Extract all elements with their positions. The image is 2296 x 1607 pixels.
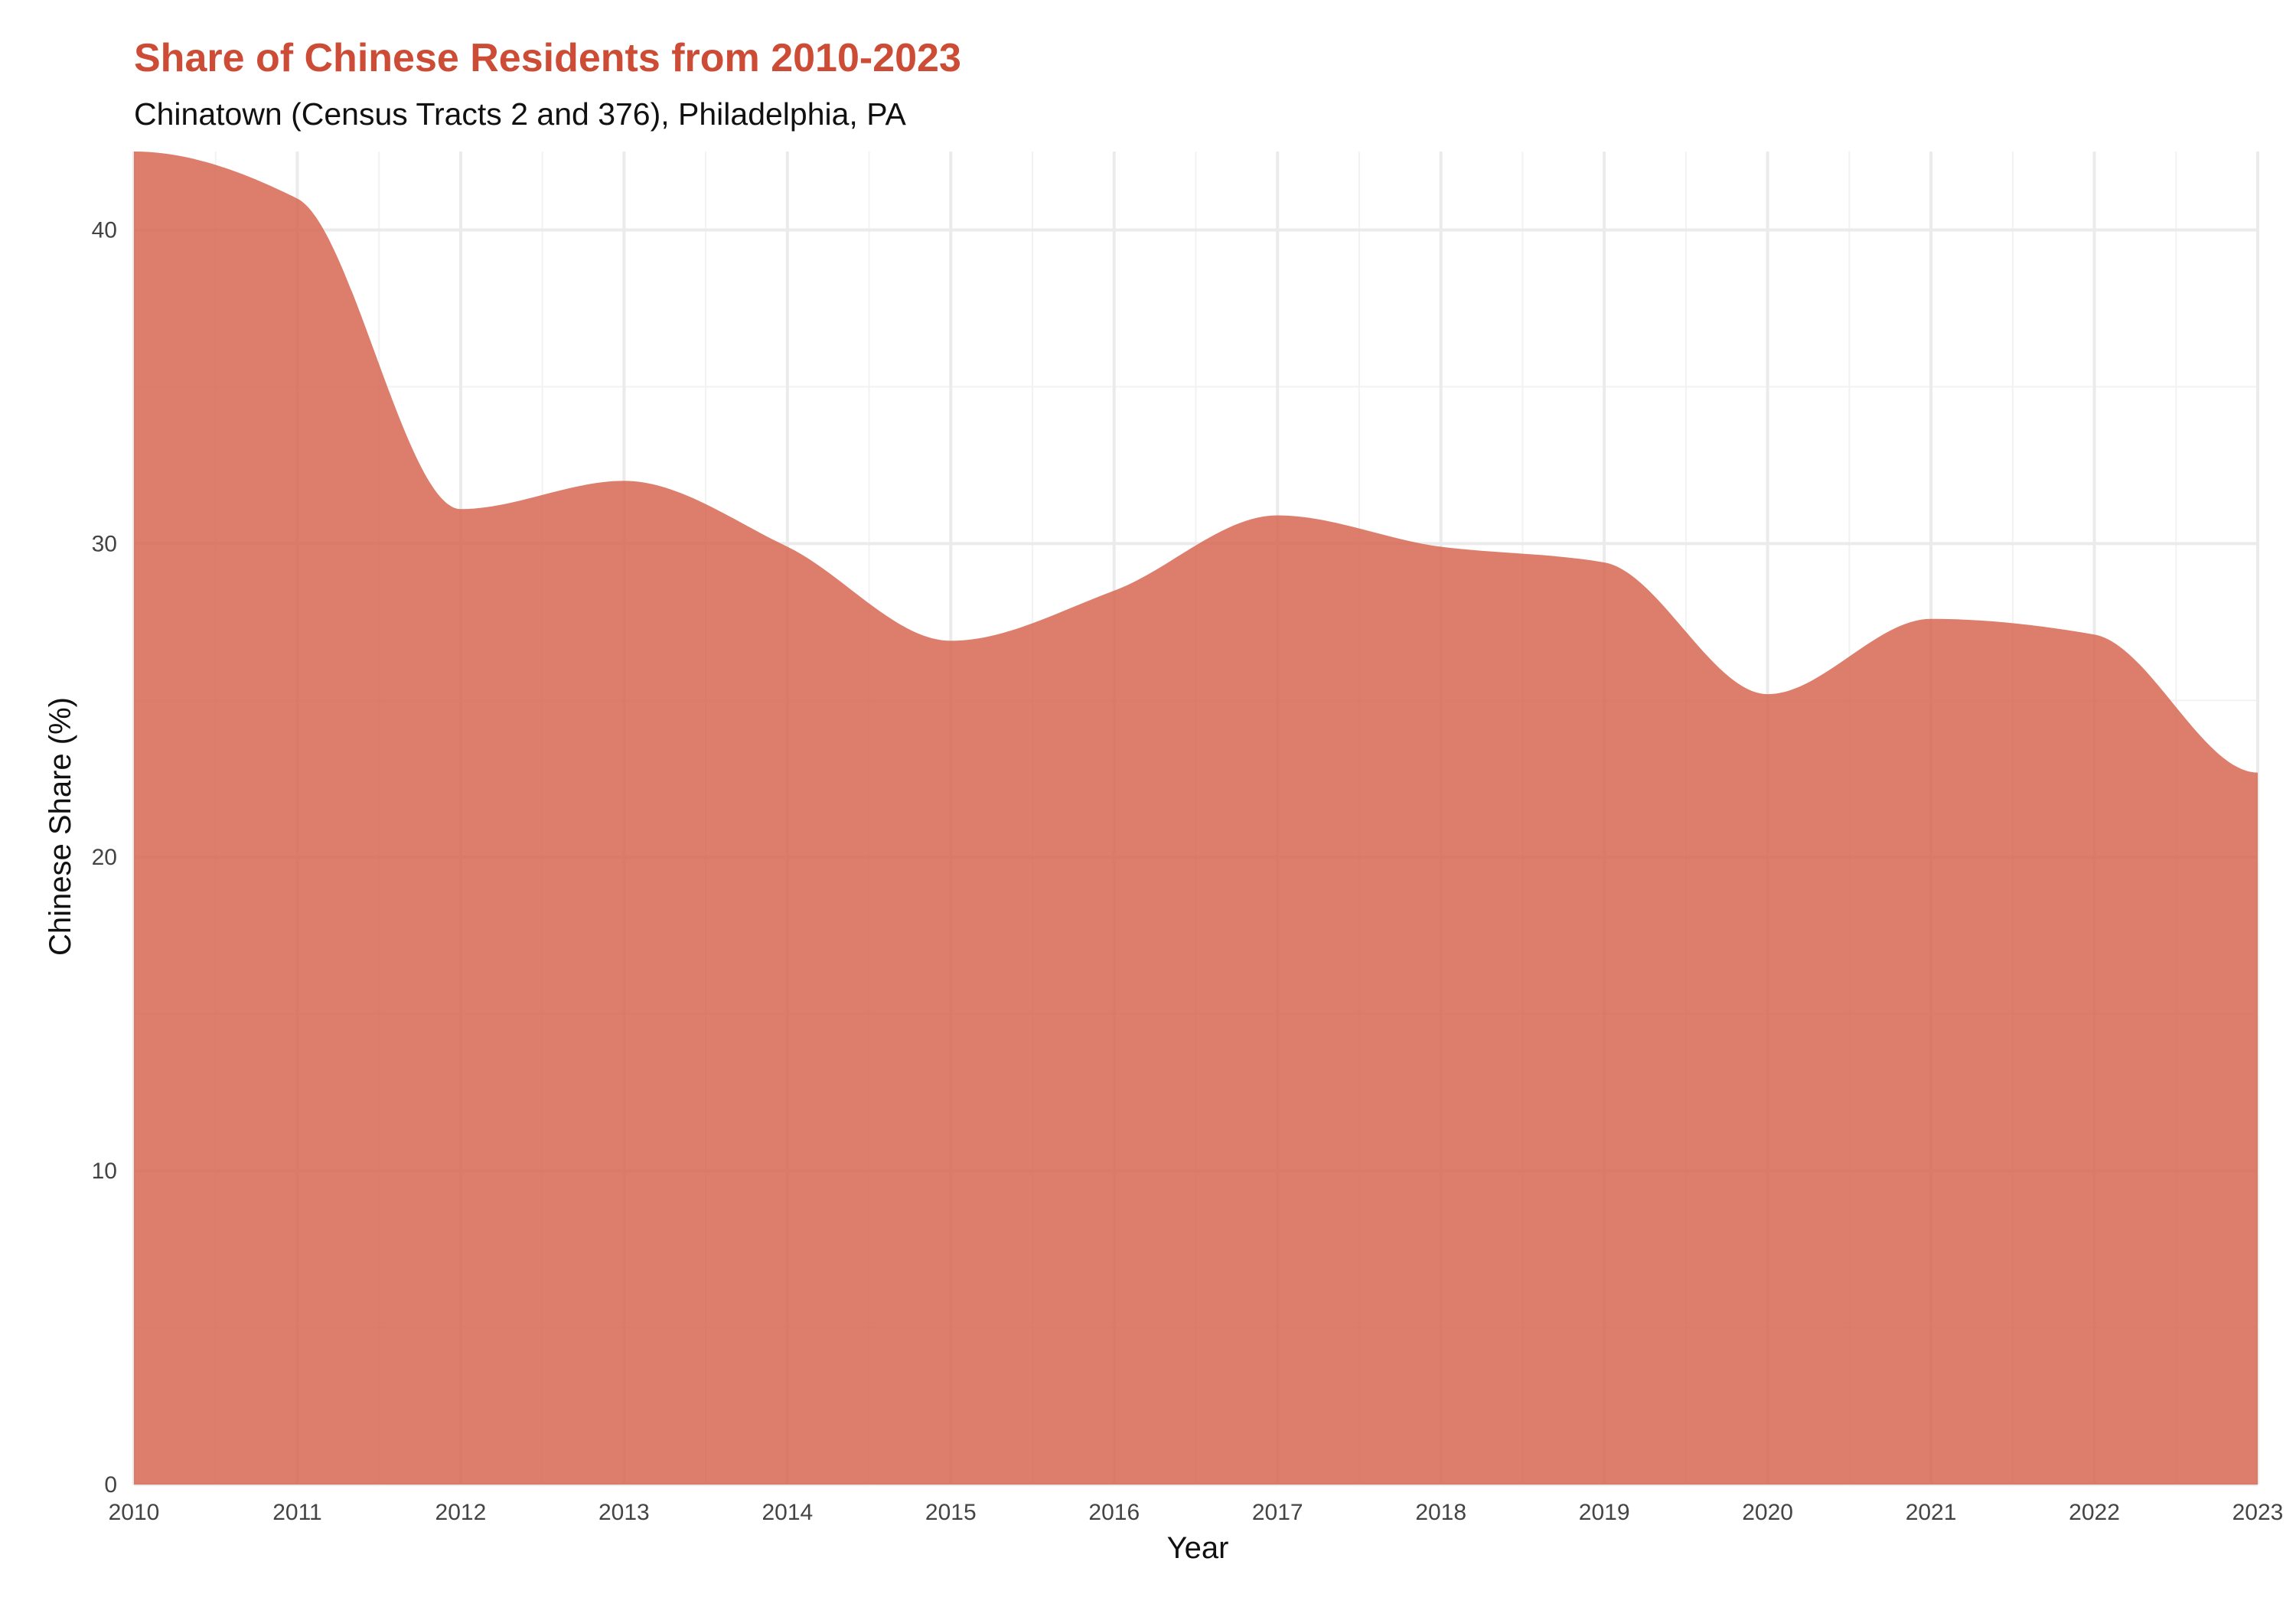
- y-tick-label: 20: [92, 845, 117, 870]
- x-tick-label: 2019: [1579, 1500, 1630, 1525]
- x-tick-label: 2015: [925, 1500, 977, 1525]
- x-tick-label: 2018: [1415, 1500, 1466, 1525]
- x-tick-label: 2023: [2232, 1500, 2284, 1525]
- y-axis-ticks: 0 10 20 30 40: [92, 217, 117, 1498]
- x-tick-label: 2012: [435, 1500, 487, 1525]
- y-tick-label: 30: [92, 531, 117, 556]
- x-tick-label: 2014: [762, 1500, 813, 1525]
- y-tick-label: 10: [92, 1159, 117, 1184]
- x-tick-label: 2022: [2069, 1500, 2120, 1525]
- x-tick-label: 2021: [1906, 1500, 1957, 1525]
- chinese-share-area: [134, 152, 2258, 1485]
- y-tick-label: 40: [92, 217, 117, 243]
- x-tick-label: 2016: [1088, 1500, 1140, 1525]
- x-axis-title: Year: [1167, 1531, 1229, 1565]
- y-axis-title: Chinese Share (%): [44, 697, 77, 956]
- x-tick-label: 2020: [1742, 1500, 1793, 1525]
- y-tick-label: 0: [104, 1472, 117, 1498]
- x-tick-label: 2013: [598, 1500, 650, 1525]
- x-axis-ticks: 2010 2011 2012 2013 2014 2015 2016 2017 2018 2019…: [109, 1500, 2284, 1525]
- x-tick-label: 2010: [109, 1500, 160, 1525]
- x-tick-label: 2017: [1252, 1500, 1303, 1525]
- x-tick-label: 2011: [272, 1500, 322, 1525]
- chart-title: Share of Chinese Residents from 2010-202…: [134, 36, 961, 80]
- area-layer: [134, 152, 2258, 1485]
- chart-subtitle: Chinatown (Census Tracts 2 and 376), Phi…: [134, 96, 906, 132]
